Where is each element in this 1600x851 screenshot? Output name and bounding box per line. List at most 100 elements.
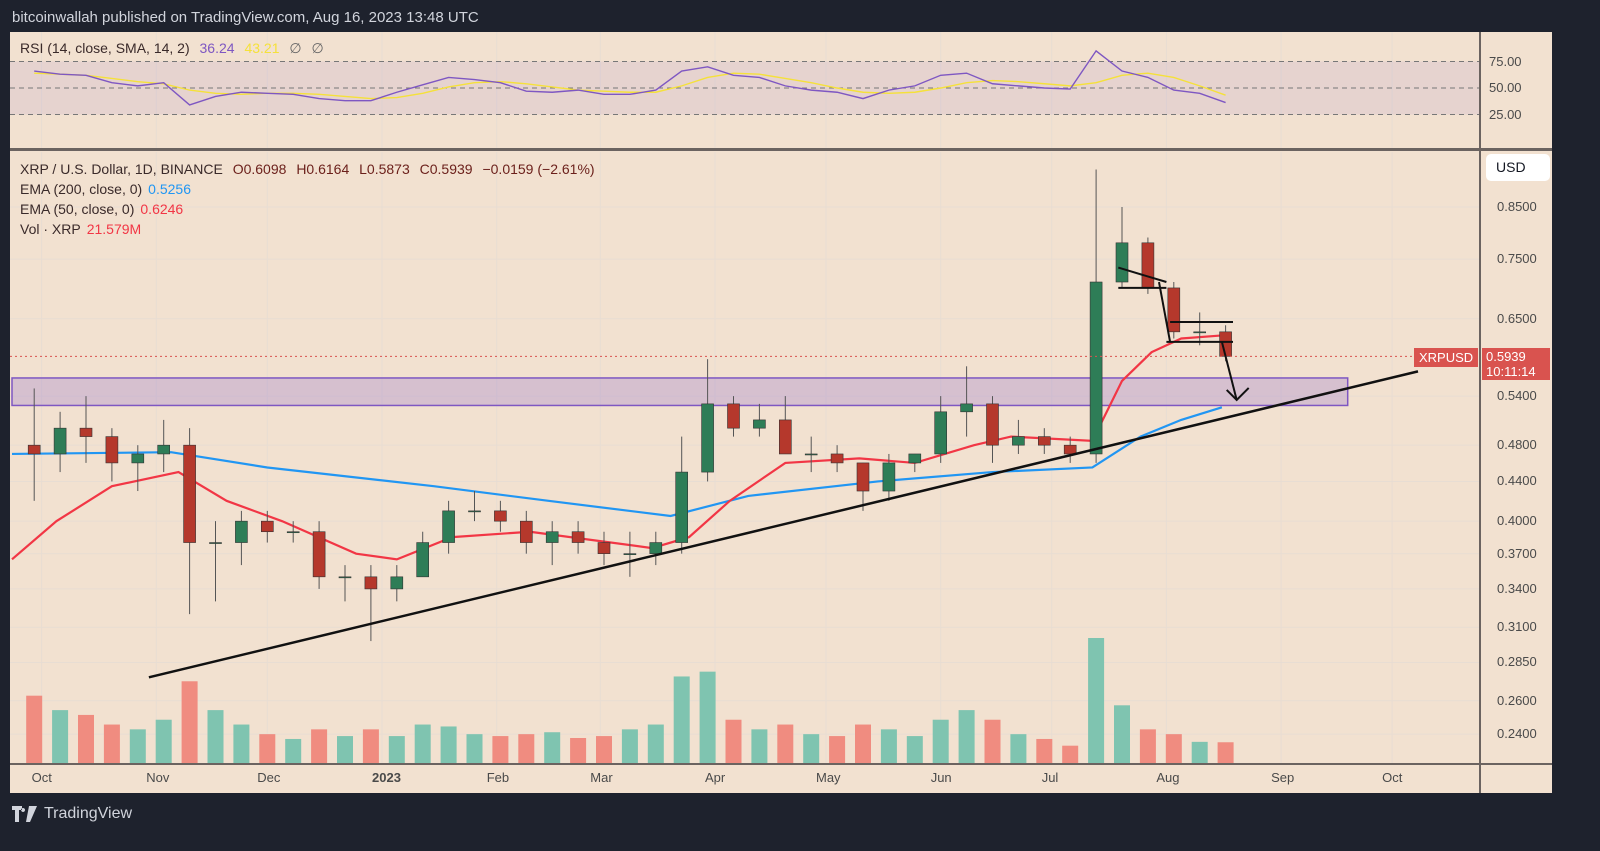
volume-bar bbox=[181, 681, 198, 763]
rsi-line bbox=[34, 49, 1226, 106]
candle-body bbox=[778, 419, 792, 455]
price-tick-label: 0.3100 bbox=[1497, 619, 1537, 635]
volume-bar bbox=[1217, 742, 1234, 763]
price-tick-label: 0.5400 bbox=[1497, 388, 1537, 404]
ohlc-change: −0.0159 (−2.61%) bbox=[482, 161, 595, 177]
candle-body bbox=[882, 462, 896, 492]
time-tick-label: Oct bbox=[1382, 770, 1403, 785]
pane-separator[interactable] bbox=[10, 148, 1552, 151]
currency-button[interactable]: USD bbox=[1486, 154, 1550, 181]
candle-body bbox=[105, 436, 119, 464]
price-tick-label: 0.8500 bbox=[1497, 199, 1537, 214]
volume-bar bbox=[1062, 745, 1079, 763]
ohlc-high: H0.6164 bbox=[296, 161, 350, 177]
volume-bar bbox=[803, 734, 820, 763]
volume-bar bbox=[1114, 705, 1130, 763]
candle-body bbox=[53, 427, 67, 455]
candle-body bbox=[597, 542, 611, 554]
ohlc-low: L0.5873 bbox=[359, 161, 410, 177]
arrow-head-icon bbox=[1225, 387, 1250, 402]
price-pane[interactable] bbox=[10, 152, 1480, 763]
time-axis-border bbox=[10, 763, 1552, 765]
down-arrow-line bbox=[1220, 341, 1238, 401]
volume-bar bbox=[492, 736, 509, 763]
volume-bar bbox=[440, 726, 457, 763]
time-tick-label: 2023 bbox=[372, 770, 401, 785]
tradingview-logo[interactable]: TradingView bbox=[12, 805, 132, 823]
ema50-value: 0.6246 bbox=[140, 201, 184, 217]
candle-body bbox=[934, 411, 948, 455]
volume-bar bbox=[647, 724, 664, 763]
pattern-line bbox=[1118, 266, 1167, 283]
candle-body bbox=[1193, 331, 1206, 334]
candle-body bbox=[338, 576, 352, 579]
candle-body bbox=[545, 531, 559, 543]
price-tick-label: 0.2400 bbox=[1497, 726, 1537, 742]
candle-body bbox=[830, 453, 844, 464]
bar-countdown: 10:11:14 bbox=[1486, 364, 1536, 379]
time-tick-label: May bbox=[816, 770, 841, 785]
ohlc-close: C0.5939 bbox=[419, 161, 473, 177]
time-tick-label: Jun bbox=[930, 770, 952, 785]
candle-body bbox=[960, 403, 973, 413]
candle-body bbox=[494, 510, 507, 522]
price-tick-label: 0.3700 bbox=[1497, 545, 1537, 561]
volume-bar bbox=[233, 724, 250, 763]
volume-bar bbox=[906, 736, 923, 763]
volume-bar bbox=[932, 719, 949, 763]
last-price-tag: 0.5939 10:11:14 bbox=[1482, 348, 1550, 380]
trendline bbox=[148, 370, 1419, 679]
time-tick-label: Sep bbox=[1271, 770, 1295, 785]
rsi-legend: RSI (14, close, SMA, 14, 2) 36.24 43.21 … bbox=[20, 40, 330, 57]
time-tick-label: Nov bbox=[146, 770, 170, 785]
candle-body bbox=[675, 471, 689, 543]
volume-bar bbox=[699, 671, 716, 763]
candle-body bbox=[1141, 242, 1155, 289]
candle-body bbox=[209, 542, 222, 544]
candle-body bbox=[908, 453, 922, 464]
price-tick-label: 0.4800 bbox=[1497, 437, 1537, 453]
volume-bar bbox=[1010, 734, 1027, 763]
candle-body bbox=[701, 403, 714, 473]
volume-bar bbox=[52, 710, 69, 763]
candle-body bbox=[312, 531, 326, 578]
candle-body bbox=[986, 403, 999, 446]
volume-bar bbox=[725, 719, 742, 763]
volume-bar bbox=[311, 729, 328, 763]
main-legend: XRP / U.S. Dollar, 1D, BINANCE O0.6098 H… bbox=[20, 159, 601, 239]
tradingview-icon bbox=[12, 806, 37, 822]
volume-bar bbox=[1139, 729, 1156, 763]
time-tick-label: Dec bbox=[257, 770, 281, 785]
volume-bar bbox=[518, 734, 535, 763]
candle-body bbox=[131, 453, 145, 464]
candle-body bbox=[286, 531, 300, 534]
price-tick-label: 0.4000 bbox=[1497, 513, 1537, 529]
volume-bar bbox=[570, 738, 587, 763]
candle-body bbox=[27, 444, 41, 455]
ohlc-open: O0.6098 bbox=[232, 161, 287, 177]
time-tick-label: Mar bbox=[590, 770, 613, 785]
brand-name: TradingView bbox=[44, 805, 133, 822]
time-tick-label: Oct bbox=[31, 770, 52, 785]
rsi-extra-2: ∅ bbox=[311, 40, 324, 56]
rsi-tick-label: 25.00 bbox=[1489, 106, 1522, 122]
candle-body bbox=[649, 542, 663, 554]
rsi-label: RSI (14, close, SMA, 14, 2) bbox=[20, 40, 190, 56]
time-tick-label: Apr bbox=[705, 770, 726, 785]
volume-bar bbox=[1165, 734, 1182, 763]
price-tick-label: 0.2850 bbox=[1497, 654, 1537, 670]
candle-body bbox=[79, 427, 93, 437]
volume-bar bbox=[414, 724, 431, 763]
time-tick-label: Feb bbox=[486, 770, 510, 785]
volume-bar bbox=[466, 734, 483, 763]
volume-bar bbox=[1036, 738, 1053, 763]
candle-body bbox=[727, 403, 740, 429]
ema50-label: EMA (50, close, 0) bbox=[20, 201, 135, 217]
ema200-label: EMA (200, close, 0) bbox=[20, 181, 143, 197]
time-tick-label: Aug bbox=[1156, 770, 1180, 785]
volume-bar bbox=[207, 710, 224, 763]
rsi-sma-value: 43.21 bbox=[244, 40, 280, 56]
rsi-pane[interactable] bbox=[10, 32, 1480, 149]
price-tick-label: 0.2600 bbox=[1497, 692, 1537, 708]
volume-bar bbox=[777, 724, 794, 763]
